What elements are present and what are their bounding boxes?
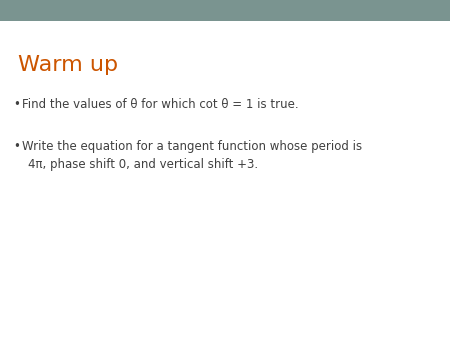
Text: 4π, phase shift 0, and vertical shift +3.: 4π, phase shift 0, and vertical shift +3… xyxy=(28,158,258,171)
Text: Write the equation for a tangent function whose period is: Write the equation for a tangent functio… xyxy=(22,140,362,153)
Text: Warm up: Warm up xyxy=(18,55,118,75)
Text: Find the values of θ for which cot θ = 1 is true.: Find the values of θ for which cot θ = 1… xyxy=(22,98,299,111)
Bar xyxy=(0,0,450,21)
Text: •: • xyxy=(13,140,20,153)
Text: •: • xyxy=(13,98,20,111)
